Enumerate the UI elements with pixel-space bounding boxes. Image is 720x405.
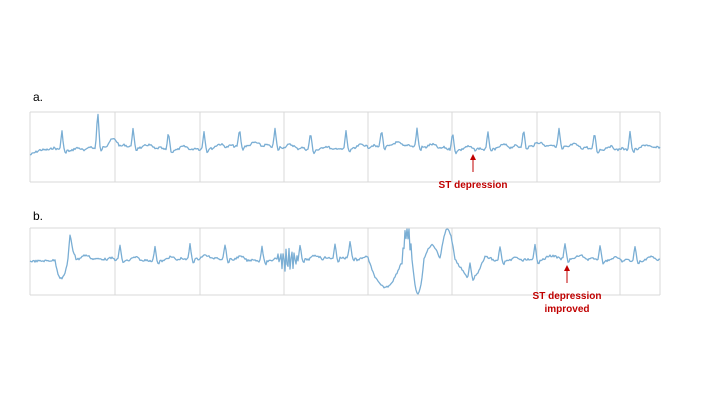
panel-label: a. bbox=[33, 90, 43, 104]
ecg-trace bbox=[29, 113, 661, 156]
annotation: ST depression bbox=[533, 291, 602, 302]
ecg-trace bbox=[29, 228, 660, 295]
panel-frame bbox=[29, 111, 661, 183]
annotation: ST depression bbox=[439, 180, 508, 191]
annotation: improved bbox=[544, 304, 589, 315]
panel-label: b. bbox=[33, 209, 43, 223]
